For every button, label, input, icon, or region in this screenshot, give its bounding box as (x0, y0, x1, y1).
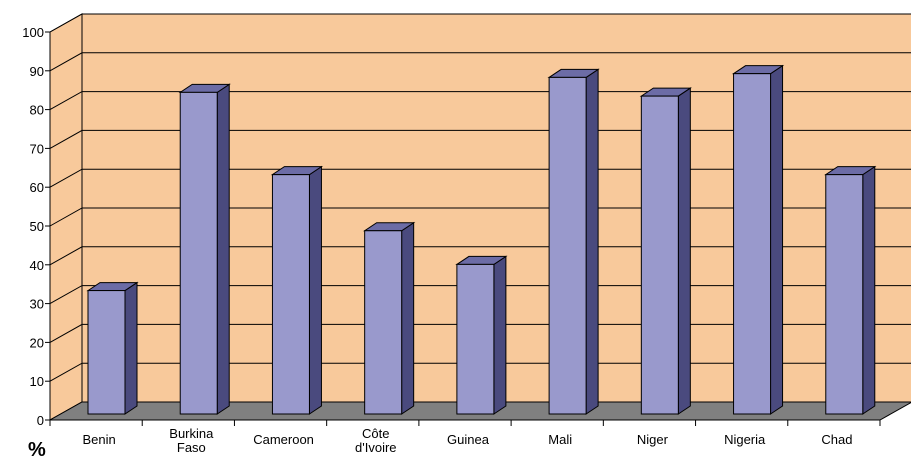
bar-front (364, 230, 403, 415)
bar-side (124, 281, 138, 415)
bar-front (456, 263, 495, 415)
bar-front (825, 174, 864, 415)
category-label: Burkina Faso (169, 426, 214, 455)
y-tick-label: 60 (30, 180, 44, 195)
y-tick-label: 100 (22, 25, 44, 40)
bar-side (216, 83, 230, 415)
gridline (49, 207, 911, 227)
bar-front (548, 76, 587, 415)
bar-front (733, 73, 772, 415)
y-tick-label: 90 (30, 64, 44, 79)
bar-side (401, 221, 415, 415)
gridline (49, 91, 911, 111)
category-label: Benin (82, 432, 115, 447)
bar-front (179, 91, 218, 415)
bar-front (271, 174, 310, 415)
y-tick-label: 10 (30, 374, 44, 389)
bars (86, 64, 877, 415)
category-label: Niger (637, 432, 669, 447)
bar (363, 221, 416, 415)
y-axis: 0 10 20 30 40 50 60 70 80 90 100 (22, 25, 880, 428)
y-tick-label: 40 (30, 258, 44, 273)
bar (270, 165, 324, 415)
y-axis-unit-label: % (28, 439, 46, 457)
bar (547, 68, 600, 415)
category-label: Nigeria (724, 432, 766, 447)
y-tick-label: 50 (30, 219, 44, 234)
bar (86, 281, 139, 415)
gridline (49, 246, 911, 266)
gridline (49, 285, 911, 305)
y-tick-label: 20 (30, 335, 44, 350)
category-label: Cameroon (253, 432, 314, 447)
bar (455, 255, 508, 415)
y-tick-label: 0 (37, 413, 44, 428)
category-label: Mali (548, 432, 572, 447)
gridline (49, 168, 911, 188)
gridline (49, 129, 911, 149)
gridlines (49, 13, 911, 421)
bar-front (640, 95, 679, 415)
bar-side (493, 255, 507, 415)
y-tick-label: 70 (30, 141, 44, 156)
bar-side (308, 165, 322, 415)
y-tick-label: 80 (30, 103, 44, 118)
gridline (49, 13, 911, 33)
bar-front (87, 290, 126, 415)
bar-side (677, 87, 691, 415)
category-label: Chad (821, 432, 852, 447)
category-label: Côte d'Ivoire (355, 426, 397, 455)
y-tick-label: 30 (30, 297, 44, 312)
bar (824, 165, 877, 415)
bar-side (862, 165, 876, 415)
category-label: Guinea (447, 432, 490, 447)
bar (639, 87, 692, 415)
gridline (49, 52, 911, 72)
category-axis: Benin Burkina Faso Cameroon Côte d'Ivoire Guin… (49, 420, 881, 455)
gridline (49, 323, 911, 343)
bar-side (770, 64, 784, 415)
gridline (49, 362, 911, 382)
bar (178, 83, 231, 415)
bar-side (585, 68, 599, 415)
bar (731, 64, 785, 415)
